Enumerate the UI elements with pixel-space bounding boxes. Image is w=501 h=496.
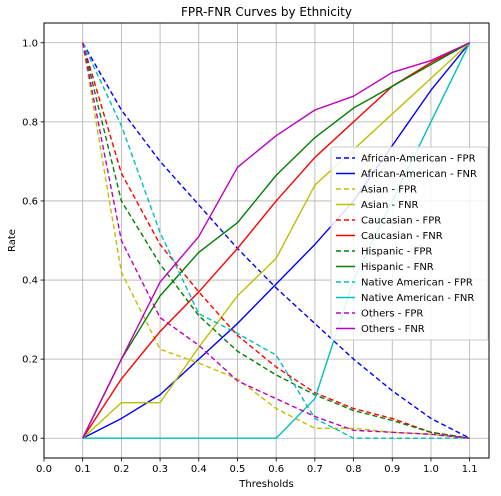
y-tick-label: 1.0 [22, 38, 38, 49]
x-tick-label: 0.8 [346, 464, 362, 475]
y-axis-ticks: 0.0 0.2 0.4 0.6 0.8 1.0 [22, 38, 44, 445]
legend-entry-label: African-American - FPR [361, 154, 476, 165]
series-lines [82, 42, 471, 439]
y-tick-label: 0.4 [22, 276, 38, 287]
y-tick-label: 0.2 [22, 355, 38, 366]
y-tick-label: 0.8 [22, 117, 38, 128]
series-line-others-fnr [82, 42, 470, 439]
x-axis-label: Thresholds [238, 479, 294, 490]
x-tick-label: 1.0 [423, 464, 439, 475]
x-tick-label: 0.4 [191, 464, 207, 475]
series-line-hispanic-fnr [82, 42, 470, 439]
legend-entry-label: Others - FNR [361, 324, 425, 335]
series-line-native-american-fpr [82, 42, 470, 439]
legend-entry-label: Hispanic - FNR [361, 262, 434, 273]
series-line-caucasian-fpr [82, 42, 470, 439]
legend-entry-label: Asian - FNR [361, 200, 418, 211]
x-tick-label: 0.0 [36, 464, 52, 475]
x-tick-label: 1.1 [462, 464, 478, 475]
x-axis-ticks: 0.0 0.1 0.2 0.3 0.4 0.5 0.6 0.7 0.8 0.9 1.0 1.1 [36, 458, 478, 475]
series-line-hispanic-fpr [82, 42, 470, 439]
legend-box [330, 146, 489, 341]
x-tick-label: 0.6 [268, 464, 284, 475]
series-line-african-american-fpr [82, 42, 470, 439]
y-axis-label: Rate [7, 229, 18, 252]
legend: African-American - FPR African-American -… [330, 146, 489, 341]
legend-entry-label: Others - FPR [361, 309, 423, 320]
legend-entry-label: Native American - FPR [361, 278, 473, 289]
legend-entry-label: African-American - FNR [361, 169, 477, 180]
x-tick-label: 0.7 [307, 464, 323, 475]
x-tick-label: 0.1 [75, 464, 91, 475]
x-tick-label: 0.5 [230, 464, 246, 475]
x-tick-label: 0.9 [384, 464, 400, 475]
x-tick-label: 0.3 [152, 464, 168, 475]
y-tick-label: 0.0 [22, 434, 38, 445]
plot-frame [43, 22, 490, 459]
y-tick-label: 0.6 [22, 196, 38, 207]
chart-title: FPR-FNR Curves by Ethnicity [181, 5, 352, 19]
legend-entry-label: Native American - FNR [361, 293, 474, 304]
legend-entry-label: Caucasian - FNR [361, 231, 443, 242]
series-line-asian-fnr [82, 42, 471, 439]
legend-entry-label: Asian - FPR [361, 185, 417, 196]
series-line-others-fpr [82, 42, 470, 439]
legend-entry-label: Hispanic - FPR [361, 247, 432, 258]
series-line-asian-fpr [82, 42, 470, 439]
legend-entry-label: Caucasian - FPR [361, 216, 441, 227]
x-tick-label: 0.2 [113, 464, 129, 475]
